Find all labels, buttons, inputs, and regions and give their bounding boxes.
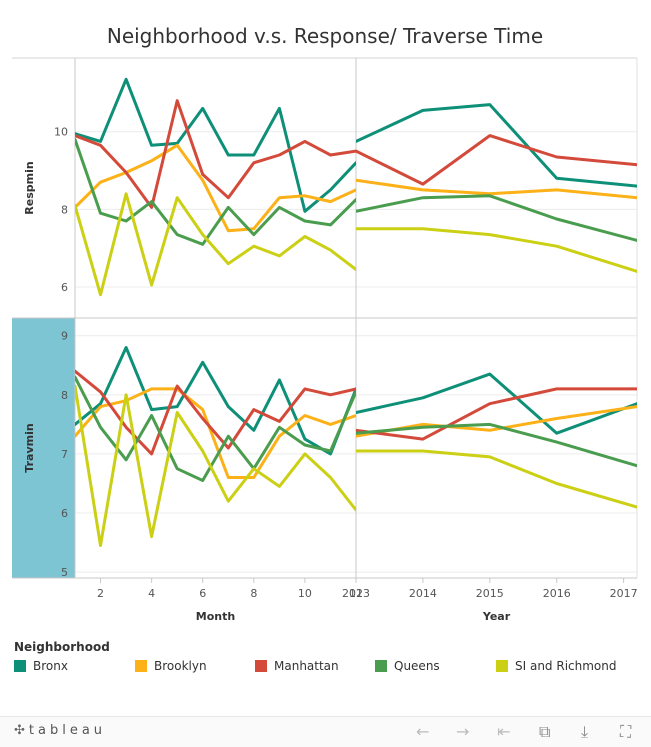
- y-tick-respmin-10: 10: [54, 126, 68, 139]
- x-tick-month-6: 6: [199, 587, 206, 600]
- download-icon[interactable]: ⤓: [581, 722, 589, 741]
- series-line-queens-respmin-year: [356, 194, 637, 242]
- legend-swatch-brooklyn: [135, 660, 147, 672]
- legend-item-manhattan[interactable]: Manhattan: [255, 659, 339, 673]
- row-header-respmin: Respmin: [23, 161, 36, 214]
- x-tick-month-8: 8: [250, 587, 257, 600]
- legend: Neighborhood Bronx Brooklyn Manhattan Qu…: [14, 640, 644, 680]
- series-line-manhattan-respmin-year: [356, 134, 637, 186]
- y-tick-travmin-7: 7: [61, 448, 68, 461]
- series-line-bronx-respmin-year: [356, 103, 637, 188]
- x-axis-label-month: Month: [196, 610, 235, 623]
- legend-swatch-queens: [375, 660, 387, 672]
- x-tick-year-2013: 2013: [342, 587, 370, 600]
- y-tick-travmin-9: 9: [61, 330, 68, 343]
- x-tick-year-2015: 2015: [476, 587, 504, 600]
- series-line-bronx-travmin-month: [75, 346, 356, 456]
- tableau-wordmark: tableau: [28, 723, 107, 738]
- series-line-brooklyn-travmin-year: [356, 405, 637, 438]
- series-line-bronx-respmin-month: [75, 77, 356, 213]
- x-tick-month-10: 10: [298, 587, 312, 600]
- legend-label-queens: Queens: [394, 659, 440, 673]
- series-line-bronx-travmin-year: [356, 372, 637, 435]
- x-tick-month-2: 2: [97, 587, 104, 600]
- legend-item-si-and-richmond[interactable]: SI and Richmond: [496, 659, 617, 673]
- y-tick-respmin-6: 6: [61, 281, 68, 294]
- x-tick-month-12: 12: [349, 587, 363, 600]
- undo-icon[interactable]: ←: [416, 722, 430, 741]
- row-header-travmin: Travmin: [23, 423, 36, 472]
- x-tick-year-2014: 2014: [409, 587, 437, 600]
- x-tick-year-2016: 2016: [543, 587, 571, 600]
- legend-label-si-and-richmond: SI and Richmond: [515, 659, 617, 673]
- legend-label-brooklyn: Brooklyn: [154, 659, 207, 673]
- legend-item-queens[interactable]: Queens: [375, 659, 440, 673]
- chart-title: Neighborhood v.s. Response/ Traverse Tim…: [107, 24, 543, 48]
- series-line-brooklyn-respmin-month: [75, 143, 356, 233]
- redo-icon[interactable]: →: [456, 722, 470, 741]
- series-line-queens-respmin-month: [75, 138, 356, 246]
- y-tick-travmin-6: 6: [61, 507, 68, 520]
- legend-swatch-manhattan: [255, 660, 267, 672]
- series-line-si-and-richmond-respmin-month: [75, 192, 356, 297]
- series-line-manhattan-respmin-month: [75, 99, 356, 209]
- series-line-si-and-richmond-travmin-month: [75, 384, 356, 547]
- series-line-queens-travmin-year: [356, 422, 637, 468]
- series-line-queens-travmin-month: [75, 375, 356, 482]
- series-line-si-and-richmond-travmin-year: [356, 449, 637, 509]
- legend-item-brooklyn[interactable]: Brooklyn: [135, 659, 207, 673]
- tableau-toolbar: ✣ tableau ← → ⇤ ⧉ ⤓ ⛶: [0, 716, 651, 747]
- x-axis-label-year: Year: [482, 610, 511, 623]
- tableau-logo[interactable]: ✣ tableau: [14, 723, 106, 738]
- x-tick-month-4: 4: [148, 587, 155, 600]
- series-line-brooklyn-respmin-year: [356, 178, 637, 200]
- y-tick-travmin-5: 5: [61, 566, 68, 579]
- legend-label-bronx: Bronx: [33, 659, 68, 673]
- legend-swatch-bronx: [14, 660, 26, 672]
- series-line-si-and-richmond-respmin-year: [356, 227, 637, 273]
- share-icon[interactable]: ⧉: [539, 722, 551, 741]
- legend-swatch-si-and-richmond: [496, 660, 508, 672]
- y-tick-respmin-8: 8: [61, 203, 68, 216]
- x-tick-year-2017: 2017: [610, 587, 638, 600]
- series-line-brooklyn-travmin-month: [75, 387, 356, 479]
- revert-icon[interactable]: ⇤: [497, 722, 511, 741]
- fullscreen-icon[interactable]: ⛶: [620, 722, 632, 741]
- tableau-mark-icon: ✣: [14, 723, 25, 738]
- y-tick-travmin-8: 8: [61, 389, 68, 402]
- chart-canvas: Neighborhood v.s. Response/ Traverse Tim…: [12, 24, 638, 623]
- row-header-highlight: [12, 318, 75, 578]
- series-line-manhattan-travmin-year: [356, 387, 637, 441]
- legend-item-bronx[interactable]: Bronx: [14, 659, 68, 673]
- legend-label-manhattan: Manhattan: [274, 659, 339, 673]
- legend-title: Neighborhood: [14, 640, 110, 654]
